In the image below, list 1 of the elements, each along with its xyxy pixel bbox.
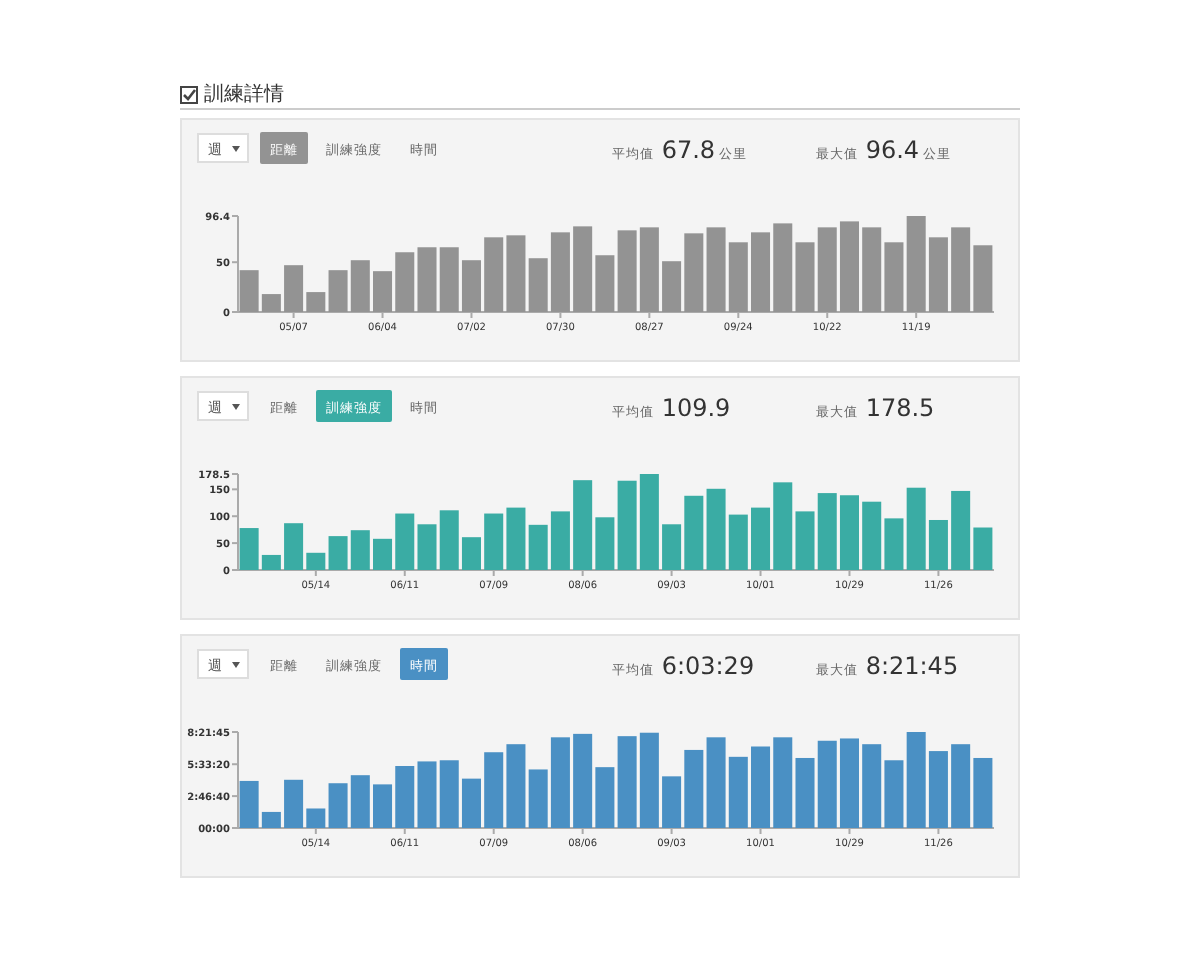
chart-title: 訓練詳情 [204,81,284,108]
